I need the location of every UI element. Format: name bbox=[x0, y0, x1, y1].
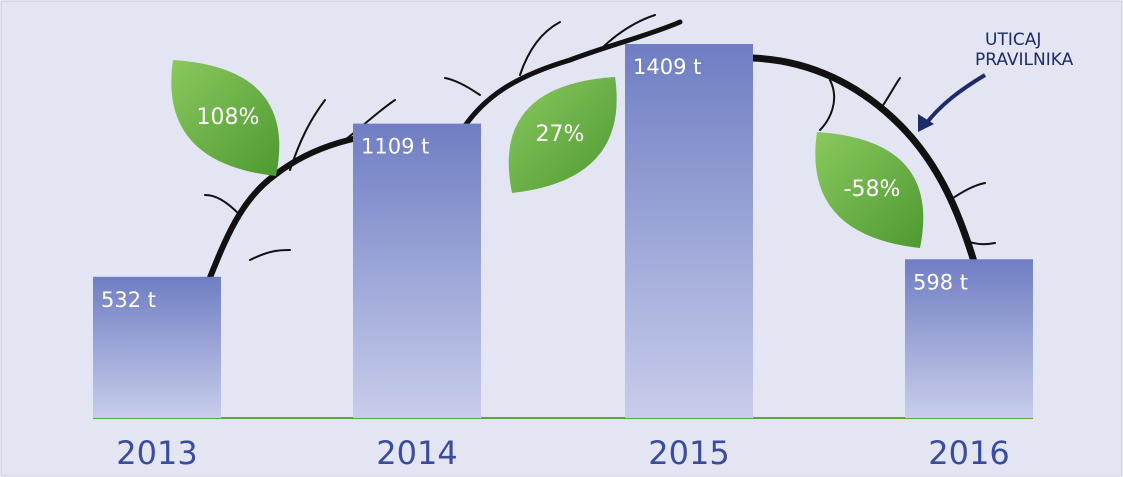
value-label: 1109 t bbox=[361, 135, 429, 159]
leaf-label: -58% bbox=[844, 177, 901, 202]
value-label: 1409 t bbox=[633, 55, 701, 79]
chart: UTICAJ PRAVILNIKA 532 t 2013 1109 t 2014 140… bbox=[0, 0, 1123, 477]
bar bbox=[353, 124, 481, 418]
x-tick-label: 2013 bbox=[116, 434, 197, 472]
x-tick-label: 2015 bbox=[648, 434, 729, 472]
page: UTICAJ PRAVILNIKA 532 t 2013 1109 t 2014 140… bbox=[0, 0, 1123, 477]
x-tick-label: 2014 bbox=[376, 434, 457, 472]
value-label: 532 t bbox=[101, 288, 156, 312]
bar bbox=[625, 44, 753, 418]
annotation-text: UTICAJ bbox=[985, 30, 1041, 50]
value-label: 598 t bbox=[913, 270, 968, 294]
leaf-label: 27% bbox=[536, 122, 585, 147]
leaf-label: 108% bbox=[197, 105, 260, 130]
annotation-text: PRAVILNIKA bbox=[975, 50, 1074, 70]
x-tick-label: 2016 bbox=[928, 434, 1009, 472]
